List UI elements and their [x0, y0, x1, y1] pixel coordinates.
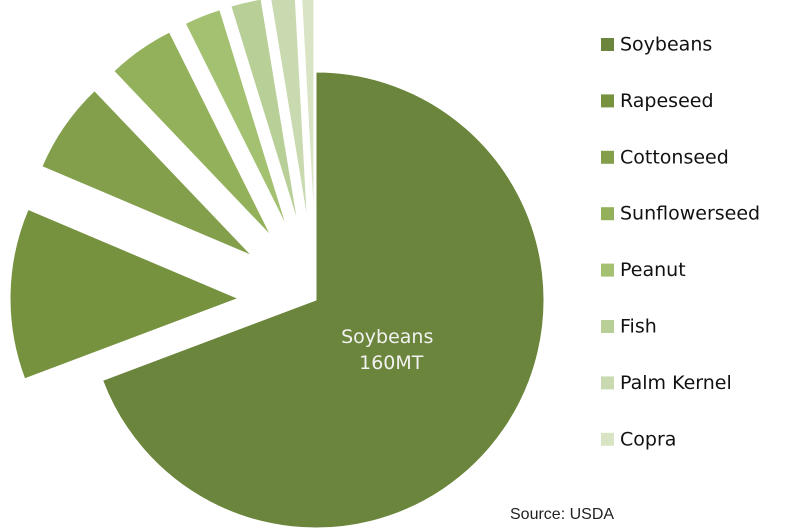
legend-label: Copra	[620, 428, 676, 450]
pie-slice	[270, 0, 309, 223]
legend-swatch	[601, 263, 614, 277]
legend-label: Peanut	[620, 259, 686, 281]
legend-swatch	[601, 320, 614, 333]
legend-swatch	[601, 150, 614, 164]
legend-swatch	[601, 94, 614, 108]
pie-slice	[113, 31, 272, 237]
slice-label: Soybeans	[341, 326, 433, 348]
legend-label: Fish	[620, 316, 657, 338]
legend-swatch	[601, 38, 614, 51]
legend-swatch	[601, 376, 614, 390]
legend-label: Palm Kernel	[620, 372, 732, 394]
source-note: Source: USDA	[510, 506, 614, 523]
pie-slice	[230, 0, 299, 225]
pie-slice	[184, 9, 288, 228]
legend-swatch	[601, 432, 614, 446]
slice-value: 160MT	[359, 352, 424, 374]
pie-slice	[41, 89, 253, 257]
legend-swatch	[601, 207, 614, 221]
legend-label: Soybeans	[620, 34, 712, 56]
legend-label: Sunflowerseed	[620, 203, 760, 225]
pie-slice	[102, 71, 545, 529]
pie-slice	[9, 208, 240, 380]
pie-slice	[301, 0, 315, 223]
legend-label: Cottonseed	[620, 146, 729, 168]
legend-label: Rapeseed	[620, 90, 714, 112]
